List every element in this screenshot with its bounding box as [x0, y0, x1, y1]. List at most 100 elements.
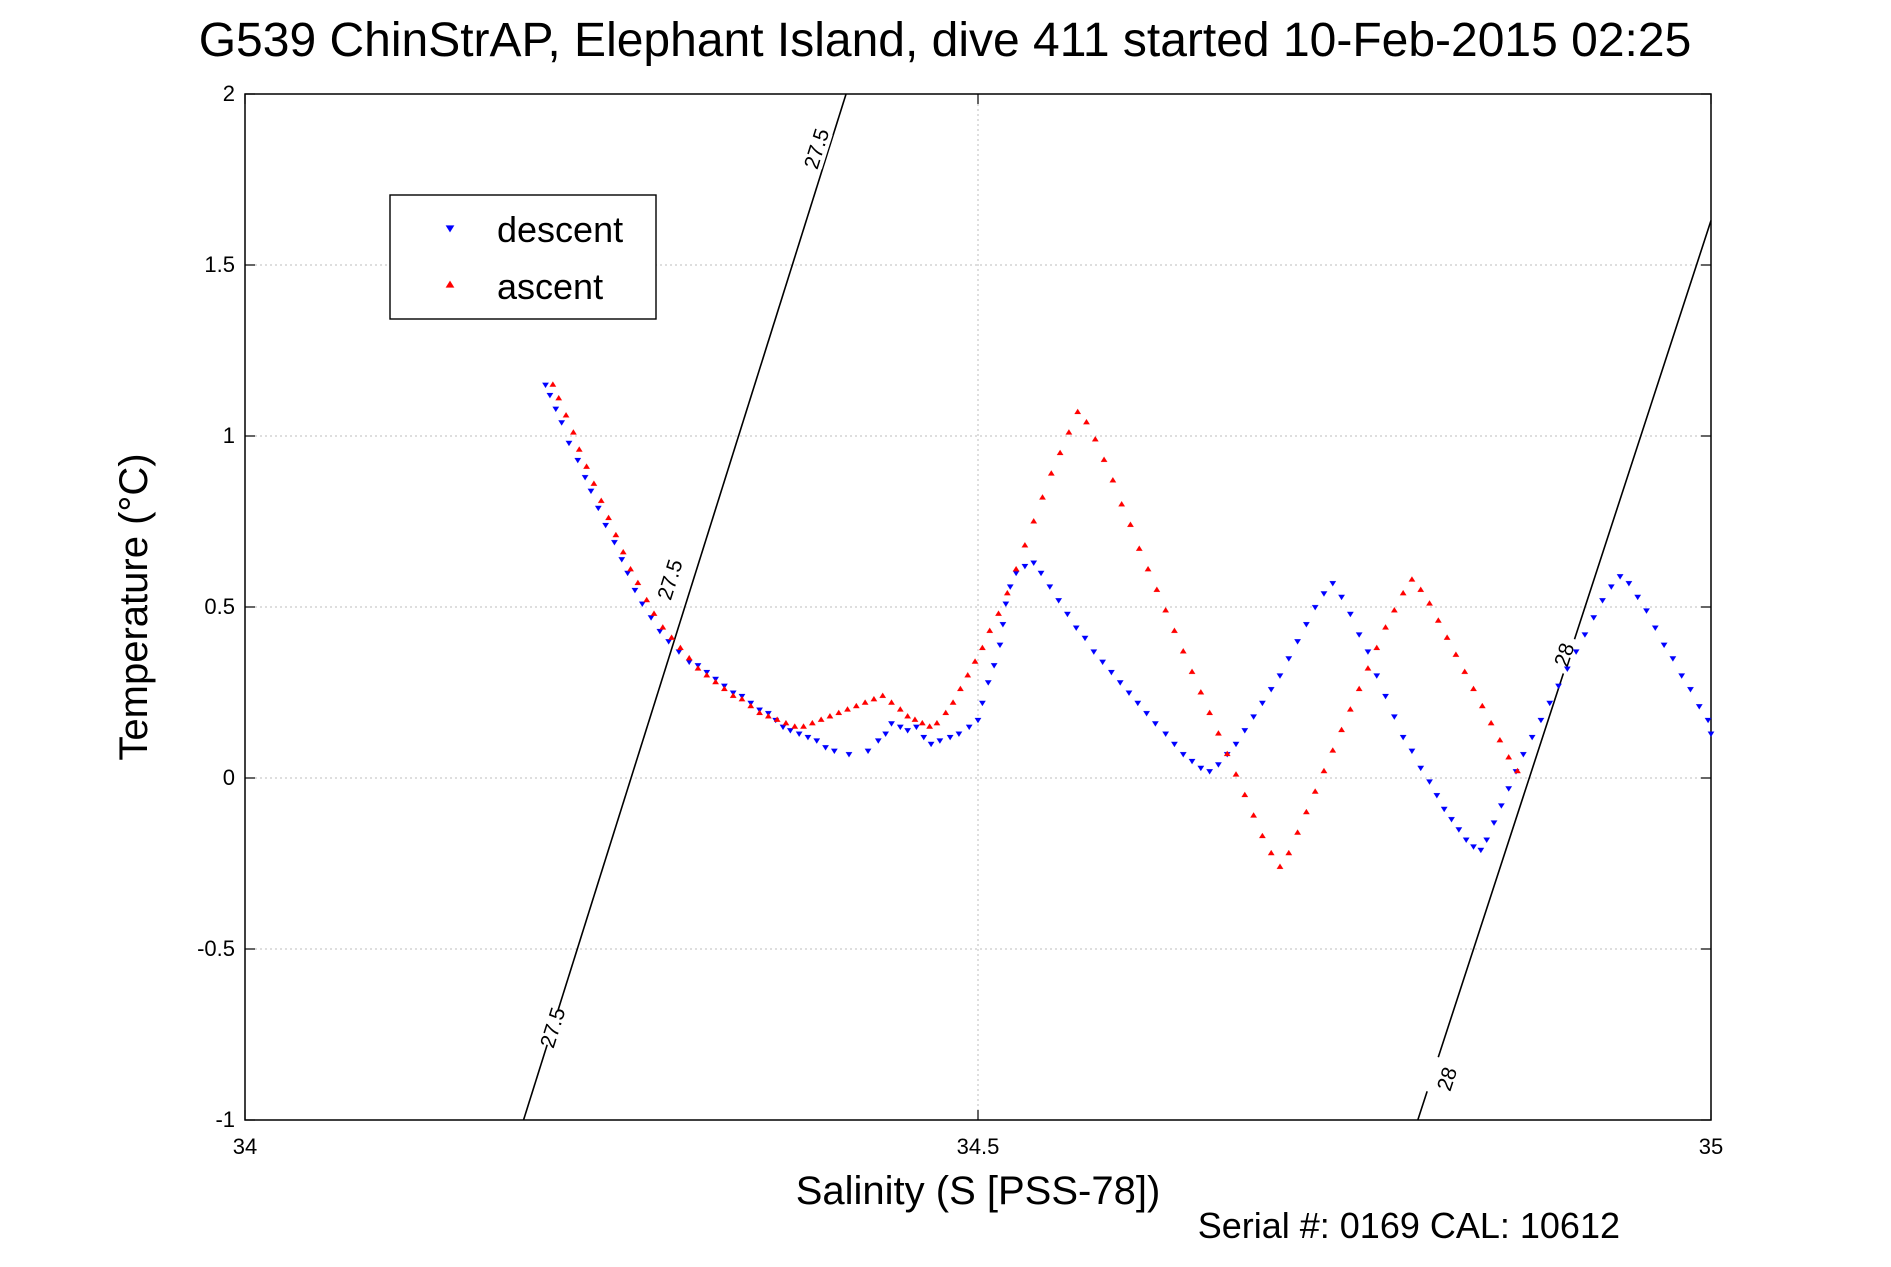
descent-point	[581, 475, 589, 481]
descent-point	[795, 731, 803, 737]
descent-point	[965, 724, 973, 731]
descent-point	[1616, 574, 1624, 580]
ascent-point	[1294, 829, 1301, 835]
descent-point	[1581, 632, 1589, 638]
ascent-point	[1109, 477, 1117, 483]
ascent-point	[1065, 429, 1073, 435]
ascent-point	[1127, 521, 1134, 527]
ascent-point	[1373, 644, 1381, 651]
descent-point	[888, 721, 895, 727]
descent-point	[1125, 690, 1133, 696]
ascent-point	[1514, 767, 1521, 774]
ascent-point	[957, 685, 964, 692]
ascent-point	[721, 685, 728, 692]
descent-point	[1250, 714, 1257, 720]
ascent-point	[1364, 665, 1372, 671]
descent-point	[1215, 762, 1222, 768]
ascent-point	[1426, 600, 1433, 606]
ascent-point	[764, 713, 772, 719]
descent-point	[1546, 700, 1554, 707]
density-contour-line	[522, 93, 847, 1121]
descent-legend-label: descent	[497, 209, 623, 250]
descent-point	[638, 601, 646, 607]
descent-point	[974, 717, 982, 724]
y-tick-label: 0.5	[204, 594, 235, 619]
ascent-point	[933, 719, 941, 726]
ascent-point	[1162, 607, 1170, 613]
descent-point	[1426, 779, 1433, 785]
ascent-point	[1505, 754, 1513, 760]
descent-point	[1373, 673, 1381, 679]
density-contour-label-bg	[795, 126, 833, 170]
ascent-point	[1215, 730, 1222, 736]
descent-point	[1188, 758, 1196, 765]
ascent-point	[800, 723, 807, 729]
ascent-point	[1276, 863, 1284, 869]
descent-point	[1006, 584, 1014, 590]
x-tick-label: 34	[233, 1134, 257, 1159]
descent-point	[999, 622, 1007, 628]
y-tick-label: -0.5	[197, 936, 235, 961]
ascent-point	[1338, 726, 1345, 733]
descent-point	[996, 642, 1004, 649]
descent-point	[1311, 604, 1319, 611]
y-tick-label: 2	[223, 81, 235, 106]
ascent-point	[590, 480, 598, 486]
legend: descent ascent	[389, 194, 657, 320]
descent-point	[1382, 693, 1389, 700]
descent-point	[631, 587, 639, 594]
descent-point	[1704, 717, 1712, 724]
descent-point	[1462, 837, 1470, 843]
descent-point	[1390, 714, 1398, 720]
ascent-point	[1487, 719, 1495, 726]
ascent-point	[1355, 685, 1363, 692]
ascent-point	[1417, 586, 1425, 592]
descent-point	[927, 741, 935, 748]
ascent-point	[835, 709, 843, 716]
density-contour-label-bg	[1542, 632, 1581, 676]
descent-point	[1364, 649, 1372, 655]
descent-point	[1687, 687, 1694, 693]
descent-point	[1563, 666, 1571, 672]
ascent-point	[1047, 470, 1055, 476]
ascent-point	[791, 723, 799, 729]
descent-point	[830, 748, 838, 755]
ascent-point	[826, 713, 834, 719]
descent-point	[1134, 700, 1142, 707]
ascent-legend-marker	[445, 280, 455, 288]
ascent-point	[1223, 750, 1231, 757]
ascent-point	[1188, 668, 1196, 674]
ascent-point	[1197, 689, 1205, 695]
descent-point	[1537, 717, 1545, 724]
descent-point	[1555, 683, 1562, 690]
ascent-point	[1478, 702, 1486, 709]
descent-point	[558, 420, 566, 426]
ascent-point	[659, 624, 667, 630]
descent-point	[1625, 581, 1633, 587]
ascent-point	[942, 709, 950, 716]
descent-point	[955, 731, 963, 737]
descent-point	[1433, 793, 1441, 799]
ascent-point	[1250, 812, 1257, 818]
ascent-point	[597, 497, 605, 503]
descent-point	[1399, 734, 1407, 741]
ascent-point	[668, 634, 675, 640]
ascent-point	[971, 658, 979, 664]
descent-legend-marker	[445, 225, 455, 233]
density-contour-label-bg	[648, 557, 687, 601]
descent-point	[920, 734, 928, 741]
ascent-point	[1434, 617, 1442, 623]
y-tick-label: 1.5	[204, 252, 235, 277]
descent-point	[1099, 659, 1106, 666]
ascent-point	[1399, 589, 1407, 596]
descent-point	[804, 734, 812, 741]
y-tick-label: -1	[215, 1107, 235, 1132]
ascent-point	[756, 709, 763, 716]
descent-point	[1519, 752, 1527, 758]
descent-point	[1090, 649, 1098, 655]
ascent-point	[685, 654, 693, 661]
ascent-point	[870, 695, 878, 702]
descent-point	[1143, 711, 1150, 717]
